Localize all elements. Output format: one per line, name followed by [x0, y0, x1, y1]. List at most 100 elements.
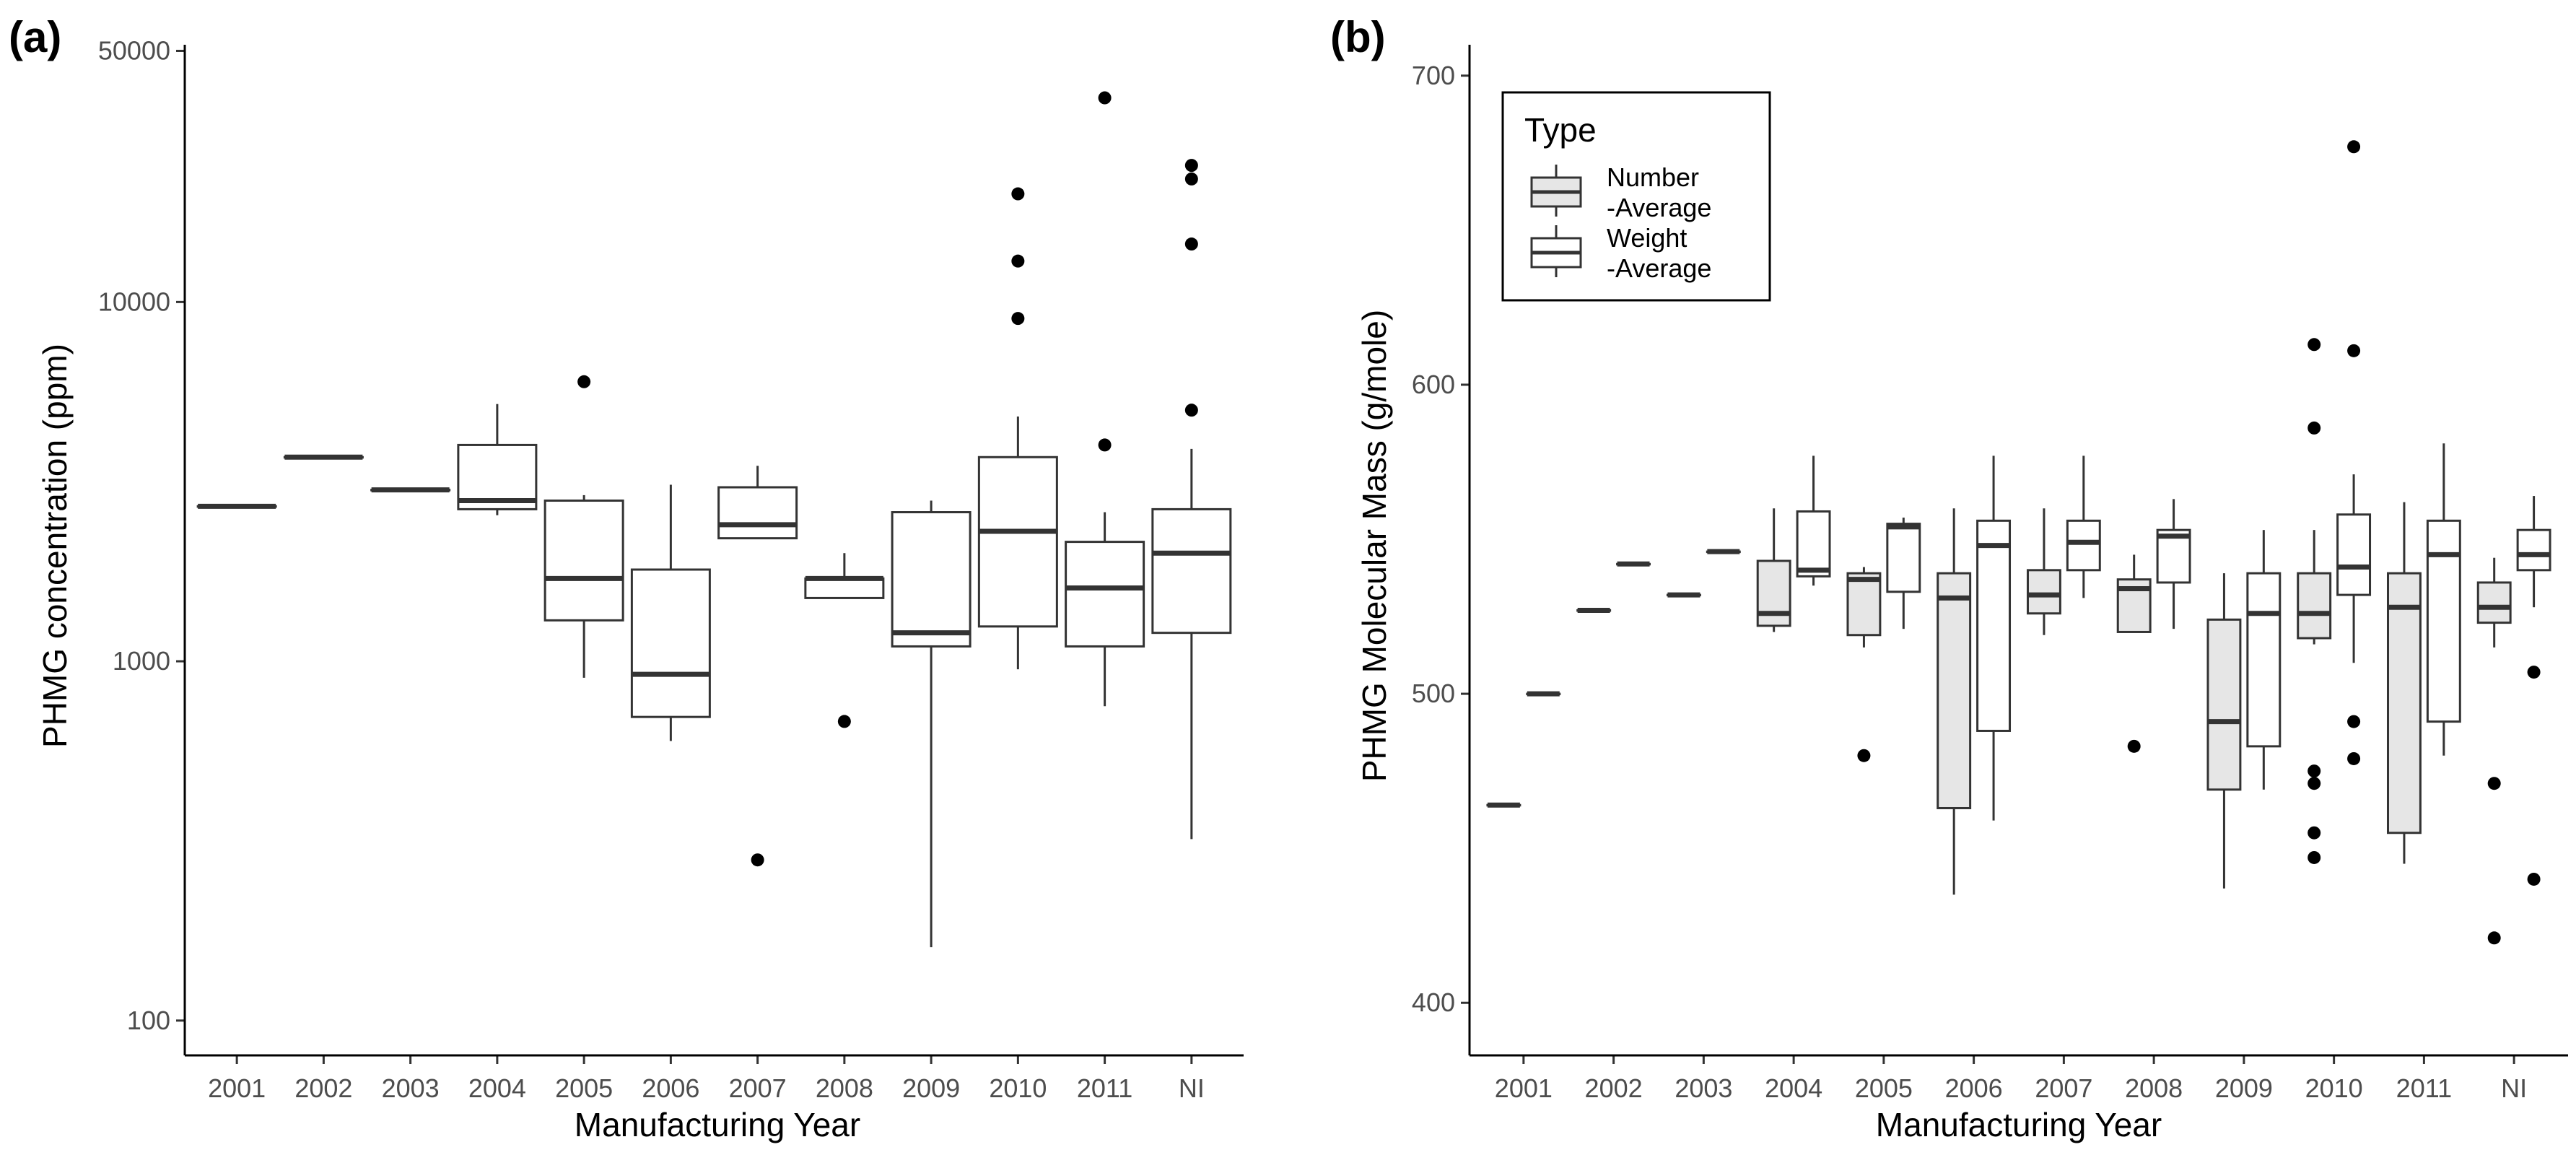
panel-b-weight-average-2008-box: [2156, 499, 2191, 629]
panel-b-y-tick-label-3: 700: [1412, 61, 1455, 90]
panel-b-number-average-2007-iqr-rect: [2026, 569, 2061, 615]
panel-b-number-average-2008-outlier-0: [2127, 739, 2141, 753]
panel-a-2007-box: [717, 466, 798, 867]
panel-b-x-tick-label-2008: 2008: [2125, 1073, 2183, 1103]
panel-b-x-tick-label-2005: 2005: [1855, 1073, 1913, 1103]
panel-b-number-average-2010-outlier-2: [2308, 777, 2321, 790]
legend-label-weight-line2: -Average: [1607, 253, 1711, 283]
panel-b-number-average-2010-iqr-rect: [2297, 572, 2332, 640]
legend: Type Number -Average Weight -Average: [1501, 91, 1771, 302]
panel-b-number-average-2007-box: [2026, 508, 2061, 635]
panel-a-2005-iqr-rect: [543, 500, 624, 622]
panel-b-weight-average-2009-box: [2246, 530, 2282, 790]
panel-a-y-tick-label-1: 1000: [113, 646, 170, 676]
panel-b-number-average-2009-box: [2206, 573, 2242, 889]
legend-label-weight-line1: Weight: [1607, 223, 1687, 253]
panel-b-number-average-2008-box: [2116, 554, 2152, 753]
panel-a-x-tick-label-2003: 2003: [382, 1073, 440, 1103]
panel-a-ni-outlier-1: [1184, 237, 1198, 251]
panel-a-x-tick-label-2006: 2006: [642, 1073, 699, 1103]
panel-a-ni-iqr-rect: [1151, 507, 1232, 635]
panel-a-boxes: [196, 91, 1232, 948]
panel-b-number-average-ni-box: [2476, 557, 2512, 945]
panel-a-2007-iqr-rect: [717, 486, 798, 540]
panel-b-number-average-2010-box: [2297, 338, 2332, 864]
panel-b-x-tick-label-2007: 2007: [2035, 1073, 2092, 1103]
panel-a-ni-outlier-0: [1184, 404, 1198, 417]
panel-b-weight-average-2011-box: [2426, 443, 2461, 756]
panel-a-label: (a): [9, 13, 61, 61]
panel-a-x-axis-title: Manufacturing Year: [575, 1106, 860, 1143]
panel-b-number-average-ni-outlier-1: [2487, 777, 2501, 790]
panel-a-2008-iqr-rect: [804, 577, 885, 599]
panel-b-weight-average-2010-outlier-1: [2347, 715, 2361, 728]
panel-b-x-tick-label-2010: 2010: [2305, 1073, 2363, 1103]
panel-b-y-axis-title: PHMG Molecular Mass (g/mole): [1355, 310, 1393, 782]
panel-b-number-average-2002-box: [1576, 607, 1612, 613]
panel-b-x-ticks: 2001 2002 2003 2004 2005 2006 2007 2008 2009 2010…: [1495, 1055, 2527, 1103]
panel-a-2006-iqr-rect: [630, 568, 711, 718]
panel-b-weight-average-2010-outlier-3: [2347, 140, 2361, 154]
panel-b-weight-average-ni-iqr-rect: [2516, 528, 2551, 572]
panel-b-weight-average-2005-iqr-rect: [1886, 523, 1921, 593]
panel-b-weight-average-2002-box: [1616, 561, 1651, 567]
panel-b-number-average-2010-outlier-1: [2308, 826, 2321, 840]
panel-a-x-tick-label-2005: 2005: [555, 1073, 613, 1103]
panel-a-x-tick-label-2009: 2009: [902, 1073, 960, 1103]
panel-a-2005-box: [543, 375, 624, 678]
panel-b-molecular-mass: (b) PHMG Molecular Mass (g/mole) Manufac…: [1330, 13, 2568, 1143]
panel-b-number-average-2003-box: [1666, 592, 1701, 598]
panel-a-y-tick-label-0: 100: [127, 1006, 170, 1035]
panel-b-weight-average-2010-iqr-rect: [2336, 513, 2372, 596]
panel-a-2009-box: [891, 500, 972, 948]
panel-b-number-average-2010-outlier-4: [2308, 421, 2321, 435]
panel-a-2011-box: [1065, 91, 1145, 707]
panel-b-y-tick-label-1: 500: [1412, 679, 1455, 708]
panel-b-x-tick-label-2006: 2006: [1945, 1073, 2003, 1103]
panel-b-number-average-ni-outlier-0: [2487, 931, 2501, 945]
panel-a-concentration: (a) PHMG concentration (ppm) Manufacturi…: [9, 13, 1244, 1143]
panel-b-weight-average-2011-iqr-rect: [2426, 519, 2461, 723]
panel-b-weight-average-2006-iqr-rect: [1976, 519, 2012, 732]
panel-a-2010-outlier-0: [1011, 312, 1025, 326]
panel-a-2001-box: [196, 503, 277, 509]
panel-b-number-average-2011-iqr-rect: [2386, 572, 2422, 834]
panel-b-weight-average-2006-box: [1976, 456, 2012, 821]
panel-b-weight-average-ni-outlier-1: [2527, 666, 2541, 679]
legend-title: Type: [1524, 111, 1597, 149]
panel-a-x-tick-label-2002: 2002: [294, 1073, 352, 1103]
panel-b-x-tick-label-2002: 2002: [1585, 1073, 1643, 1103]
panel-b-label: (b): [1330, 13, 1386, 61]
panel-a-x-tick-label-2001: 2001: [208, 1073, 266, 1103]
panel-a-ni-box: [1151, 159, 1232, 840]
panel-a-2005-outlier-0: [577, 375, 591, 388]
panel-a-2011-outlier-0: [1098, 438, 1112, 452]
panel-b-number-average-2010-outlier-3: [2308, 764, 2321, 778]
panel-a-2008-box: [804, 553, 885, 728]
legend-key-number-average: [1530, 165, 1582, 217]
panel-b-weight-average-2004-box: [1796, 456, 1831, 586]
panel-b-weight-average-2004-iqr-rect: [1796, 510, 1831, 578]
panel-b-x-axis-title: Manufacturing Year: [1876, 1106, 2162, 1143]
panel-a-x-tick-label-2004: 2004: [468, 1073, 526, 1103]
panel-b-number-average-ni-iqr-rect: [2476, 581, 2512, 624]
panel-a-2007-outlier-0: [751, 853, 764, 867]
panel-a-y-tick-label-2: 10000: [98, 287, 170, 316]
panel-b-number-average-2011-box: [2386, 502, 2422, 864]
panel-a-2010-outlier-1: [1011, 254, 1025, 268]
panel-b-number-average-2005-outlier-0: [1857, 749, 1871, 762]
panel-b-weight-average-2007-iqr-rect: [2066, 519, 2101, 572]
panel-b-number-average-2010-outlier-5: [2308, 338, 2321, 352]
panel-a-2002-box: [283, 454, 364, 460]
panel-a-y-axis-title: PHMG concentration (ppm): [36, 344, 74, 748]
panel-b-weight-average-2008-iqr-rect: [2156, 528, 2191, 584]
panel-b-number-average-2005-box: [1846, 567, 1882, 762]
panel-a-x-tick-label-2007: 2007: [729, 1073, 787, 1103]
panel-b-number-average-2001-box: [1486, 802, 1521, 808]
legend-label-number-line1: Number: [1607, 162, 1699, 192]
panel-b-number-average-2004-iqr-rect: [1756, 559, 1791, 627]
panel-a-x-tick-label-2011: 2011: [1077, 1073, 1132, 1103]
panel-b-x-tick-label-2009: 2009: [2215, 1073, 2273, 1103]
panel-b-number-average-2010-outlier-0: [2308, 850, 2321, 864]
